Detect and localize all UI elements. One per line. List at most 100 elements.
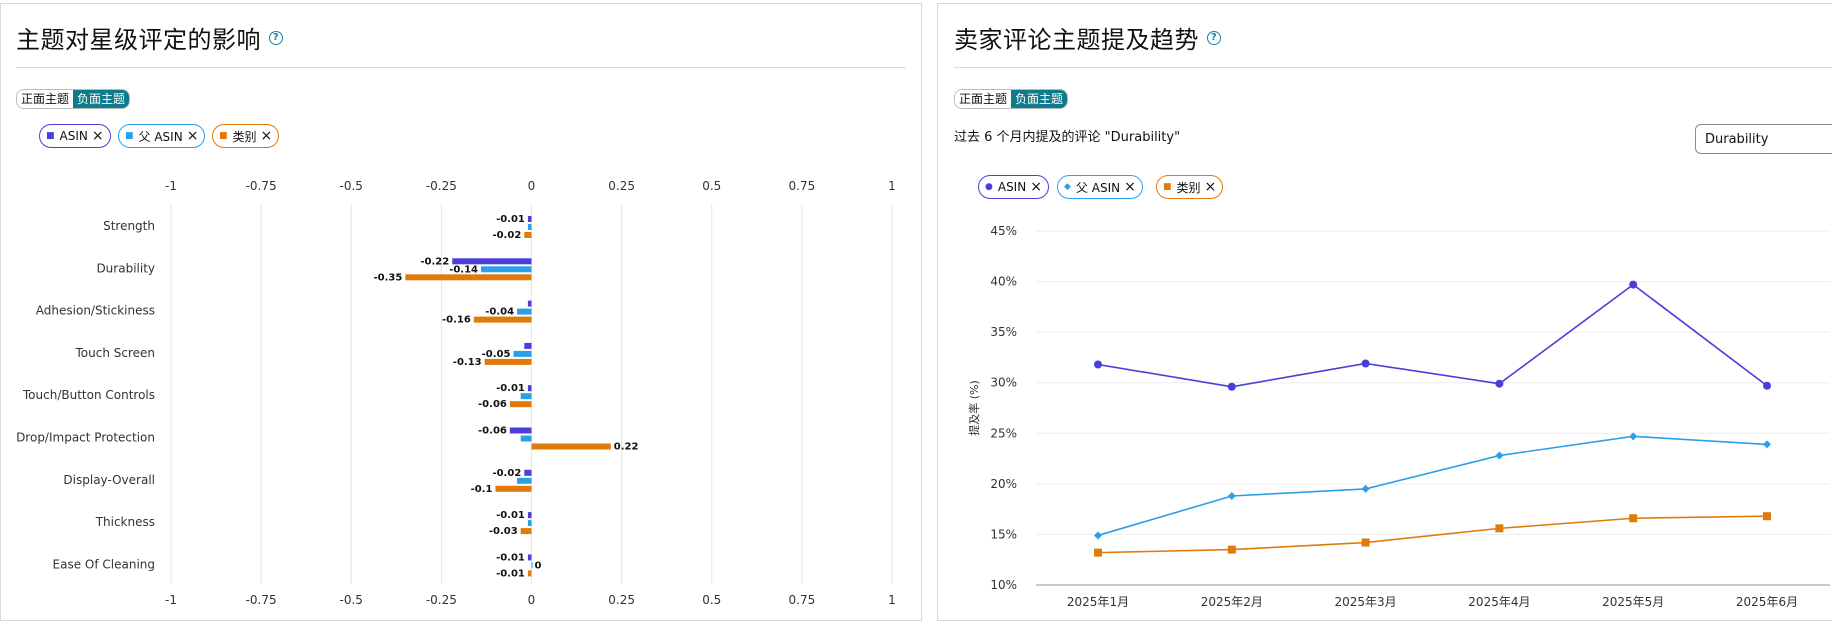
x-tick-label-top: -0.75	[246, 179, 277, 193]
theme-select-value: Durability	[1705, 132, 1769, 147]
theme-toggle[interactable]: 正面主题 负面主题	[16, 89, 131, 109]
x-tick-label: 2025年1月	[1067, 595, 1129, 609]
close-icon[interactable]: ×	[1030, 179, 1042, 195]
help-icon[interactable]: ?	[269, 31, 283, 45]
y-tick-label: 40%	[990, 275, 1017, 289]
bar-data-label: -0.06	[478, 399, 507, 410]
bar	[527, 554, 532, 561]
filter-chip-asin[interactable]: ■ ASIN ×	[39, 124, 111, 148]
tab-negative-themes[interactable]: 负面主题	[1011, 90, 1068, 108]
bar	[495, 485, 532, 492]
circle-marker-icon: ●	[985, 182, 993, 192]
data-point	[1495, 379, 1504, 388]
bar-data-label: -0.01	[496, 510, 525, 521]
bar	[517, 477, 532, 484]
bar	[531, 443, 611, 450]
data-point	[1629, 514, 1638, 523]
y-axis-label: 提及率 (%)	[967, 380, 981, 436]
y-tick-label: 45%	[990, 224, 1017, 238]
bar	[527, 300, 532, 307]
bar	[509, 427, 532, 434]
data-point	[1094, 531, 1102, 540]
bar	[481, 266, 532, 273]
x-tick-label-top: 1	[888, 179, 896, 193]
bar-data-label: -0.06	[478, 426, 507, 437]
data-point	[1629, 280, 1638, 289]
category-label: Durability	[96, 261, 155, 275]
close-icon[interactable]: ×	[186, 128, 199, 144]
x-tick-label-bottom: 0.25	[608, 593, 635, 607]
category-label: Display-Overall	[63, 473, 155, 487]
bar-data-label: -0.1	[471, 484, 493, 495]
x-tick-label-top: -0.25	[426, 179, 457, 193]
panel-title-text: 主题对星级评定的影响	[16, 26, 261, 54]
close-icon[interactable]: ×	[1124, 179, 1136, 195]
close-icon[interactable]: ×	[260, 128, 273, 144]
bar-data-label: 0.22	[614, 442, 639, 453]
data-point	[1495, 451, 1504, 460]
data-point	[1227, 382, 1236, 391]
tab-positive-themes[interactable]: 正面主题	[955, 90, 1012, 108]
x-tick-label-bottom: -0.5	[340, 593, 363, 607]
series-line	[1097, 283, 1768, 388]
close-icon[interactable]: ×	[1204, 179, 1217, 195]
bar-data-label: -0.01	[496, 568, 525, 579]
bar	[473, 316, 532, 323]
bar-data-label: -0.01	[496, 552, 525, 563]
bar-data-label: -0.22	[420, 256, 449, 267]
theme-toggle[interactable]: 正面主题 负面主题	[954, 89, 1069, 109]
category-label: Strength	[103, 219, 155, 233]
title-divider	[954, 67, 1832, 68]
filter-chip-category[interactable]: ■ 类别 ×	[212, 124, 280, 148]
bar	[527, 385, 532, 392]
bar-data-label: -0.01	[496, 383, 525, 394]
theme-impact-bar-chart: -1 -1 -0.75 -0.75 -0.5 -0.5 -0.25 -0.25 0 0 0.25 0.…	[16, 179, 896, 607]
bar-data-label: -0.04	[485, 307, 514, 318]
bar	[524, 232, 532, 238]
x-tick-label-bottom: -0.75	[246, 593, 277, 607]
square-marker-icon: ■	[46, 131, 55, 141]
y-tick-label: 20%	[990, 477, 1017, 491]
theme-impact-panel: 主题对星级评定的影响? 正面主题 负面主题 ■ ASIN × ■ 父 ASIN …	[0, 3, 922, 621]
bar	[524, 469, 532, 476]
data-point	[1495, 524, 1504, 533]
category-label: Ease Of Cleaning	[53, 557, 155, 571]
y-tick-label: 15%	[990, 527, 1017, 541]
tab-negative-themes[interactable]: 负面主题	[73, 90, 130, 108]
bar-data-label: -0.14	[449, 264, 478, 275]
x-tick-label: 2025年6月	[1736, 595, 1798, 609]
panel-title: 主题对星级评定的影响?	[16, 20, 283, 55]
bar	[484, 358, 532, 365]
category-label: Touch/Button Controls	[22, 388, 155, 402]
category-label: Touch Screen	[74, 346, 155, 360]
filter-chip-parent-asin[interactable]: ◆ 父 ASIN ×	[1057, 175, 1143, 199]
trend-subtitle: 过去 6 个月内提及的评论 "Durability"	[954, 130, 1181, 145]
filter-chip-asin[interactable]: ● ASIN ×	[978, 175, 1049, 199]
close-icon[interactable]: ×	[91, 128, 104, 144]
y-tick-label: 25%	[990, 426, 1017, 440]
bar	[405, 274, 532, 281]
bar	[452, 258, 532, 265]
data-point	[1227, 491, 1236, 500]
bar	[520, 393, 532, 400]
bar	[527, 512, 532, 519]
data-point	[1094, 360, 1102, 369]
bar-data-label: -0.02	[492, 230, 521, 241]
chip-label: 父 ASIN	[138, 129, 183, 144]
help-icon[interactable]: ?	[1207, 31, 1221, 45]
bar-data-label: -0.03	[489, 526, 518, 537]
filter-chip-parent-asin[interactable]: ■ 父 ASIN ×	[118, 124, 206, 148]
filter-chip-category[interactable]: ■ 类别 ×	[1156, 175, 1224, 199]
x-tick-label-bottom: 0.5	[702, 593, 721, 607]
bar	[524, 342, 532, 349]
theme-select[interactable]: Durability ⌄	[1695, 124, 1832, 154]
tab-positive-themes[interactable]: 正面主题	[17, 90, 74, 108]
x-tick-label-top: 0.25	[608, 179, 635, 193]
data-point	[1361, 538, 1370, 547]
bar	[517, 308, 532, 315]
chip-label: ASIN	[997, 180, 1027, 194]
x-tick-label-top: -0.5	[340, 179, 363, 193]
x-tick-label-bottom: -0.25	[426, 593, 457, 607]
x-tick-label-top: 0.75	[789, 179, 816, 193]
square-marker-icon: ■	[219, 131, 228, 141]
